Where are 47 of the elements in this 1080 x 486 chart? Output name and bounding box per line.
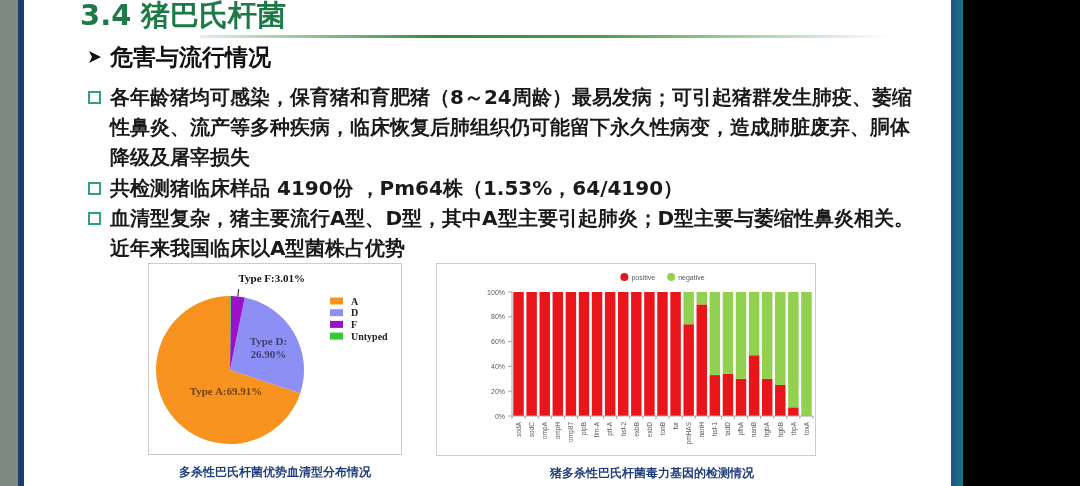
bar (578, 292, 590, 416)
text: 多杀性巴氏杆菌优势血清型分布情况 (178, 464, 372, 480)
bar (696, 292, 707, 305)
bar (722, 292, 734, 374)
bar (788, 292, 799, 408)
text: 危害与流行情况 (110, 43, 271, 72)
text: 共检测猪临床样品 4190份 ，Pm64株（1.53%，64/4190） (110, 175, 684, 200)
data-label: Type A:69.91% (189, 385, 263, 397)
bar (709, 375, 721, 416)
bar (709, 292, 721, 376)
legend-label: F (351, 318, 358, 330)
bar (618, 292, 629, 416)
pie-slice (156, 296, 301, 444)
legend-label: D (351, 307, 359, 319)
bar (735, 292, 747, 379)
bar (788, 407, 799, 416)
pie-slice (230, 296, 245, 370)
bar (552, 292, 564, 416)
text: 3.4 猪巴氏杆菌 (80, 0, 287, 32)
bar (735, 378, 747, 416)
bar (761, 292, 773, 379)
bar (670, 292, 681, 416)
bar (748, 355, 760, 416)
bar (775, 385, 786, 416)
bar (565, 292, 577, 416)
bar (683, 292, 694, 325)
legend-label: A (351, 295, 359, 307)
bar (539, 292, 550, 416)
data-label: Type D: 26.90% (249, 335, 288, 361)
bar (657, 292, 668, 416)
bar (696, 304, 707, 416)
bar (591, 292, 603, 416)
legend-label: Untyped (351, 330, 389, 342)
bar (722, 373, 734, 416)
bar (801, 292, 812, 416)
data-label: Type F:3.01% (238, 272, 306, 285)
text: 血清型复杂，猪主要流行A型、D型，其中A型主要引起肺炎；D型主要与萎缩性鼻炎相关。近年来我国临床以A型菌株占优势 (110, 205, 915, 261)
text: 猪多杀性巴氏杆菌毒力基因的检测情况 (549, 465, 755, 481)
bar (748, 292, 760, 356)
bar (775, 292, 786, 385)
bar (526, 292, 537, 416)
bar (683, 324, 694, 416)
text: 各年龄猪均可感染，保育猪和育肥猪（8～24周龄）最易发病；可引起猪群发生肺疫、萎缩性鼻炎、流产等多种疾病，临床恢复后肺组织仍可能留下永久性病变，造成肺脏废弃、胴体降级及屠宰损失 (110, 85, 912, 170)
bar (644, 292, 655, 416)
bar (604, 292, 616, 416)
bar (761, 378, 773, 416)
bar (631, 292, 642, 416)
